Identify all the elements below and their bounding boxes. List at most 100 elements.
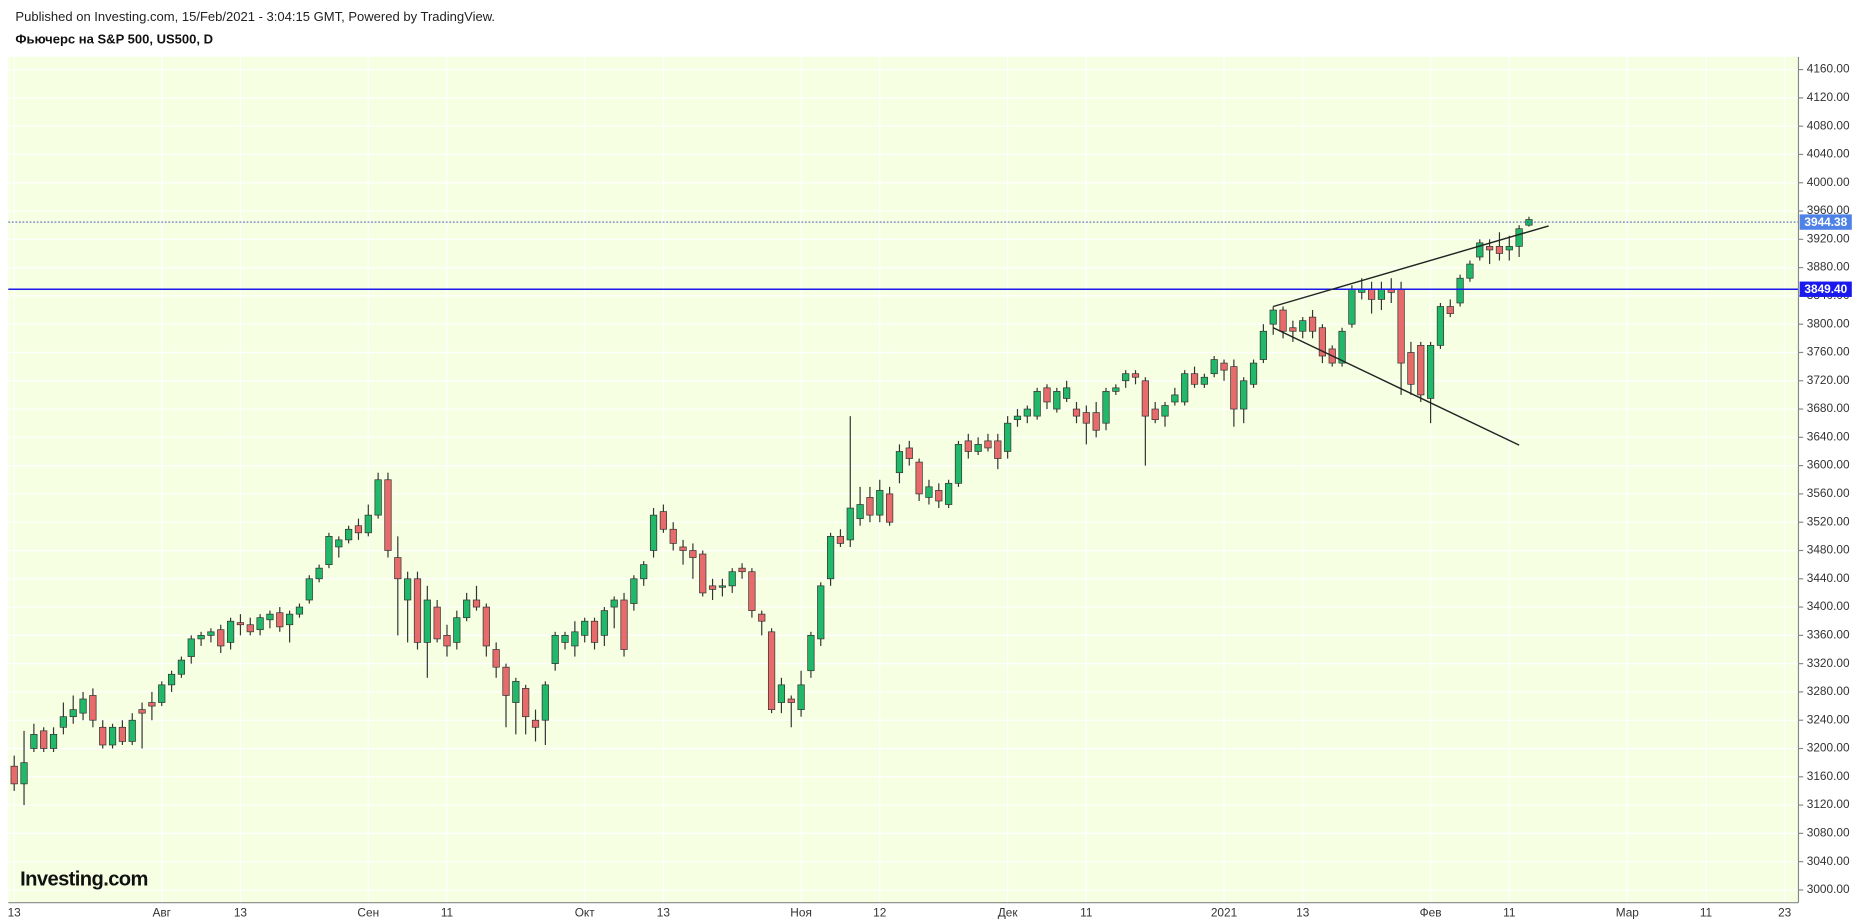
candle-body	[423, 599, 431, 643]
candle-body	[374, 479, 382, 516]
axes: 3000.00 3040.00 3080.00 3120.00 3160.00 3200.…	[8, 62, 1852, 919]
candle-body	[964, 440, 972, 452]
candle-body	[1308, 316, 1317, 332]
candle-body	[354, 525, 363, 534]
candle-body	[836, 535, 845, 544]
candle-body	[620, 599, 628, 650]
candle-body	[118, 726, 126, 742]
candle-body	[138, 709, 146, 714]
candle-body	[40, 730, 48, 749]
candle-body	[1486, 246, 1494, 251]
candle-body	[1495, 246, 1504, 254]
candle-body	[69, 709, 77, 718]
y-tick-label: 3040.00	[1807, 854, 1850, 868]
y-tick-label: 4040.00	[1807, 147, 1850, 161]
candle-body	[738, 567, 746, 573]
candle-body	[630, 578, 638, 604]
candle-body	[994, 440, 1002, 459]
x-tick-label: 11	[1700, 905, 1713, 919]
candle-body	[659, 511, 667, 530]
y-tick-label: 3640.00	[1807, 429, 1850, 443]
candle-body	[1230, 366, 1238, 410]
candle-body	[777, 684, 786, 703]
y-tick-label: 3360.00	[1807, 627, 1850, 641]
candle-body	[748, 571, 756, 611]
candle-body	[787, 698, 795, 703]
y-tick-label: 3880.00	[1807, 260, 1850, 274]
candle-body	[1200, 376, 1208, 385]
candle-body	[1269, 309, 1277, 325]
candle-body	[1190, 373, 1199, 385]
candle-body	[197, 634, 205, 640]
candle-body	[404, 578, 412, 601]
candle-body	[187, 638, 195, 657]
candle-body	[1259, 330, 1267, 360]
candle-body	[1505, 246, 1513, 251]
candle-body	[649, 514, 658, 551]
candle-body	[1131, 373, 1140, 378]
candle-body	[1082, 412, 1090, 424]
price-label-box	[1799, 281, 1852, 297]
candle-body	[640, 564, 648, 580]
candle-body	[581, 620, 589, 636]
candle-body	[1092, 412, 1100, 431]
candle-body	[413, 578, 422, 643]
logo: Investing.com	[20, 868, 148, 890]
y-tick-label: 4160.00	[1807, 62, 1850, 76]
candle-body	[1004, 422, 1012, 452]
x-tick-label: 12	[873, 905, 886, 919]
candle-body	[1338, 330, 1346, 364]
candle-body	[531, 719, 540, 728]
candle-body	[1023, 408, 1031, 417]
candle-body	[954, 444, 963, 484]
x-tick-label: 11	[441, 905, 454, 919]
y-tick-label: 3600.00	[1807, 458, 1850, 472]
candle-body	[807, 634, 815, 672]
candle-body	[463, 599, 471, 619]
candle-body	[79, 698, 87, 714]
candle-body	[876, 490, 884, 516]
candle-body	[108, 726, 117, 746]
y-tick-label: 3720.00	[1807, 373, 1850, 387]
x-tick-label: 23	[1778, 905, 1792, 919]
candle-body	[443, 634, 451, 647]
x-tick-label: Мар	[1616, 905, 1640, 919]
x-tick-label: 13	[234, 905, 248, 919]
y-tick-label: 3680.00	[1807, 401, 1850, 415]
y-tick-label: 3520.00	[1807, 514, 1850, 528]
candle-body	[49, 734, 58, 749]
candle-body	[10, 765, 18, 785]
chart-title: Фьючерс на S&P 500, US500, D	[15, 32, 213, 47]
candle-body	[433, 606, 441, 640]
x-tick-label: 2021	[1211, 905, 1238, 919]
candle-body	[708, 585, 717, 590]
candle-body	[482, 606, 490, 647]
candle-body	[984, 440, 992, 449]
candle-body	[699, 553, 707, 594]
candle-body	[384, 479, 392, 551]
candle-body	[728, 571, 736, 587]
y-tick-label: 3920.00	[1807, 231, 1850, 245]
candle-body	[1299, 320, 1307, 332]
candle-body	[610, 599, 618, 608]
candle-body	[1426, 345, 1435, 399]
y-tick-label: 3960.00	[1807, 203, 1850, 217]
y-tick-label: 3000.00	[1807, 882, 1850, 896]
candle-body	[148, 702, 156, 707]
trend-line	[1273, 225, 1549, 308]
candle-body	[177, 659, 186, 675]
candle-body	[1112, 387, 1120, 392]
candle-body	[1210, 359, 1218, 375]
candle-body	[236, 622, 245, 626]
candle-body	[158, 684, 166, 703]
y-tick-label: 3560.00	[1807, 486, 1850, 500]
candle-body	[522, 688, 530, 718]
price-label: 3944.38	[1804, 215, 1847, 229]
x-tick-label: Окт	[575, 905, 596, 919]
candle-body	[512, 680, 520, 703]
y-tick-label: 3240.00	[1807, 712, 1850, 726]
candle-body	[925, 486, 933, 498]
x-tick-label: Сен	[357, 905, 379, 919]
candle-body	[826, 535, 835, 580]
candle-body	[1102, 391, 1110, 424]
